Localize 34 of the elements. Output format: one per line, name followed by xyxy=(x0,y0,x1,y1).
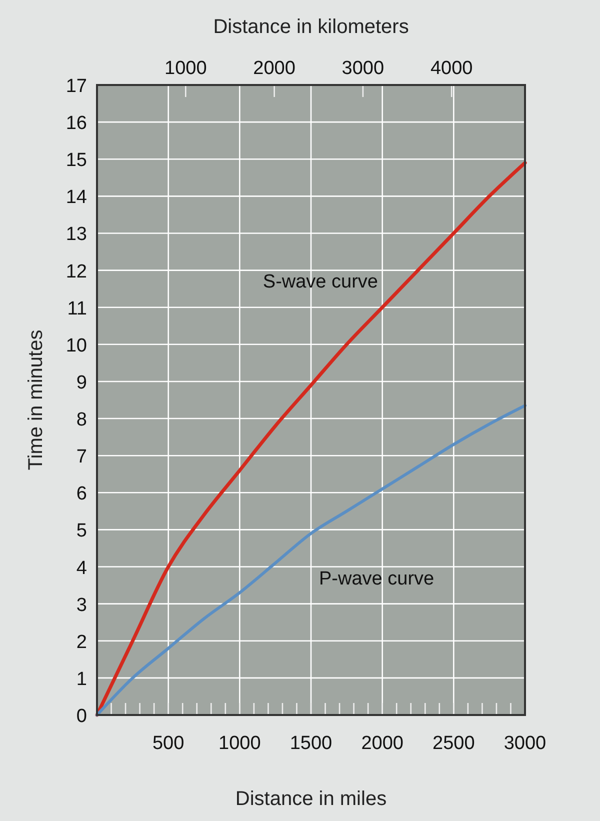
x-tick-label: 3000 xyxy=(504,733,546,754)
y-tick-label: 6 xyxy=(76,484,87,505)
y-tick-label: 14 xyxy=(66,187,88,208)
y-tick-label: 7 xyxy=(76,446,87,468)
series-label: P-wave curve xyxy=(319,568,434,590)
x-tick-label: 2500 xyxy=(432,733,475,754)
x2-tick-label: 1000 xyxy=(164,58,207,79)
y-tick-label: 1 xyxy=(76,668,87,690)
y-tick-label: 9 xyxy=(76,372,87,394)
y-tick-label: 2 xyxy=(76,632,87,653)
x2-tick-label: 4000 xyxy=(430,58,473,79)
y-tick-label: 17 xyxy=(66,76,87,97)
y-tick-label: 4 xyxy=(76,558,88,579)
x-axis-title: Distance in miles xyxy=(235,788,387,810)
y-tick-label: 3 xyxy=(76,594,87,616)
y-tick-label: 8 xyxy=(76,410,87,431)
line-series xyxy=(96,404,526,716)
x-tick-label: 1000 xyxy=(218,733,261,754)
x-tick-label: 2000 xyxy=(361,733,404,754)
x2-tick-label: 3000 xyxy=(342,58,384,79)
y-tick-label: 15 xyxy=(66,150,87,172)
x-tick-label: 500 xyxy=(152,733,184,754)
y-tick-label: 0 xyxy=(76,706,87,727)
y-tick-label: 16 xyxy=(66,113,87,134)
x-tick-label: 1500 xyxy=(290,733,332,754)
x2-axis-title: Distance in kilometers xyxy=(213,16,409,38)
y-axis-title: Time in minutes xyxy=(25,330,47,470)
y-tick-label: 5 xyxy=(76,520,87,542)
line-series xyxy=(95,161,527,717)
y-tick-label: 13 xyxy=(66,224,87,246)
y-tick-label: 11 xyxy=(67,298,87,320)
x2-tick-label: 2000 xyxy=(253,58,296,79)
y-tick-label: 12 xyxy=(66,261,87,282)
y-tick-label: 10 xyxy=(66,335,87,356)
